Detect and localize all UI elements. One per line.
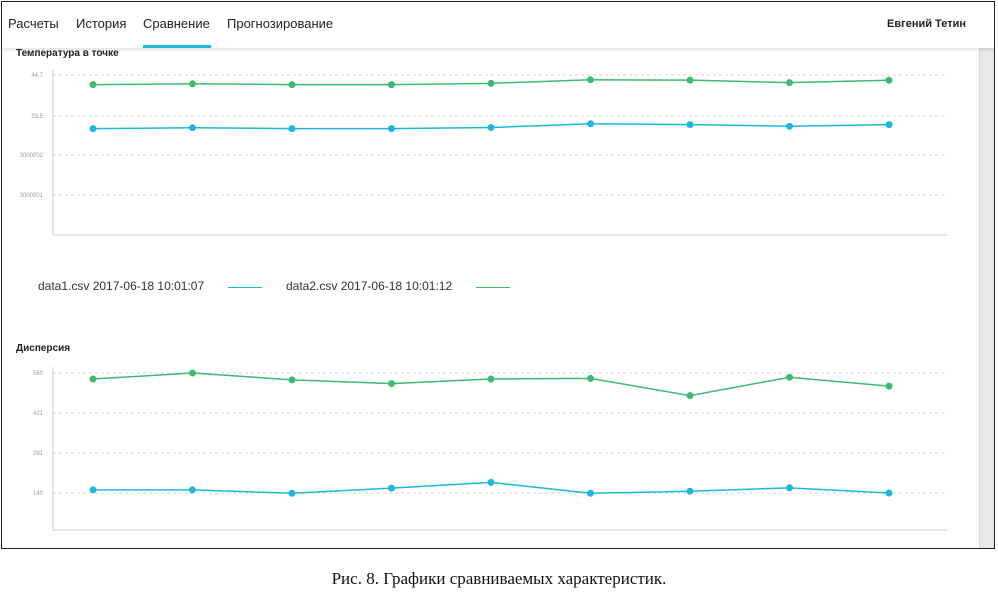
data-point-series-1[interactable] [587, 489, 594, 497]
data-point-series-2[interactable] [89, 375, 97, 383]
data-point-series-2[interactable] [487, 375, 495, 383]
user-name[interactable]: Евгений Тетин [887, 18, 966, 30]
figure-caption: Рис. 8. Графики сравниваемых характерист… [331, 569, 667, 588]
data-point-series-2[interactable] [89, 81, 97, 89]
data-point-series-1[interactable] [786, 122, 793, 130]
data-point-series-2[interactable] [288, 376, 296, 384]
data-point-series-1[interactable] [686, 121, 694, 129]
data-point-series-1[interactable] [189, 486, 196, 494]
nav-tab-comparison[interactable]: Сравнение [143, 16, 210, 31]
y-tick-label: 140 [33, 491, 44, 497]
legend-swatch-data2 [476, 287, 510, 288]
data-point-series-2[interactable] [388, 81, 395, 89]
y-tick-label: 33.5 [31, 114, 43, 120]
data-point-series-2[interactable] [487, 79, 495, 87]
y-tick-label: 3000001 [20, 193, 44, 199]
data-point-series-1[interactable] [388, 484, 395, 492]
data-point-series-2[interactable] [786, 373, 793, 381]
nav-tab-calculations[interactable]: Расчеты [8, 16, 59, 31]
data-point-series-2[interactable] [288, 81, 296, 89]
y-tick-label: 3000002 [20, 153, 44, 159]
data-point-series-1[interactable] [89, 125, 97, 133]
data-point-series-1[interactable] [288, 125, 296, 133]
data-point-series-2[interactable] [885, 382, 893, 390]
data-point-series-2[interactable] [388, 380, 395, 388]
active-tab-indicator [143, 45, 211, 48]
data-point-series-2[interactable] [686, 392, 694, 400]
data-point-series-2[interactable] [587, 374, 594, 382]
data-point-series-2[interactable] [189, 80, 196, 88]
nav-tab-history[interactable]: История [76, 16, 127, 31]
data-point-series-2[interactable] [189, 369, 196, 377]
data-point-series-2[interactable] [686, 76, 694, 84]
data-point-series-1[interactable] [89, 486, 97, 494]
top-navbar: Расчеты История Сравнение Прогнозировани… [2, 2, 994, 48]
data-point-series-2[interactable] [786, 79, 793, 87]
data-point-series-1[interactable] [388, 125, 395, 133]
y-tick-label: 560 [33, 371, 44, 377]
legend-item-data1[interactable]: data1.csv 2017-06-18 10:01:07 [38, 279, 205, 293]
data-point-series-2[interactable] [885, 76, 893, 84]
temperature-chart: 44.7 33.5 3000002 3000001 [20, 70, 948, 236]
data-point-series-1[interactable] [288, 489, 296, 497]
legend-item-data2[interactable]: data2.csv 2017-06-18 10:01:12 [286, 279, 453, 293]
dispersion-chart: 560 421 281 140 [33, 367, 948, 531]
chart-title-temperature: Температура в точке [16, 48, 119, 59]
legend-swatch-data1 [228, 287, 262, 288]
nav-tab-forecasting[interactable]: Прогнозирование [227, 16, 334, 31]
data-point-series-1[interactable] [885, 121, 893, 129]
vertical-scrollbar[interactable] [979, 48, 994, 548]
data-point-series-1[interactable] [487, 478, 495, 486]
y-tick-label: 44.7 [31, 73, 43, 79]
app-window: Расчеты История Сравнение Прогнозировани… [1, 1, 995, 549]
data-point-series-1[interactable] [487, 123, 495, 131]
data-point-series-1[interactable] [885, 489, 893, 497]
data-point-series-1[interactable] [587, 120, 594, 128]
data-point-series-1[interactable] [786, 484, 793, 492]
data-point-series-2[interactable] [587, 76, 594, 84]
data-point-series-1[interactable] [189, 124, 196, 132]
data-point-series-1[interactable] [686, 487, 694, 495]
chart-title-dispersion: Дисперсия [16, 343, 71, 354]
y-tick-label: 421 [33, 411, 44, 417]
y-tick-label: 281 [33, 451, 44, 457]
